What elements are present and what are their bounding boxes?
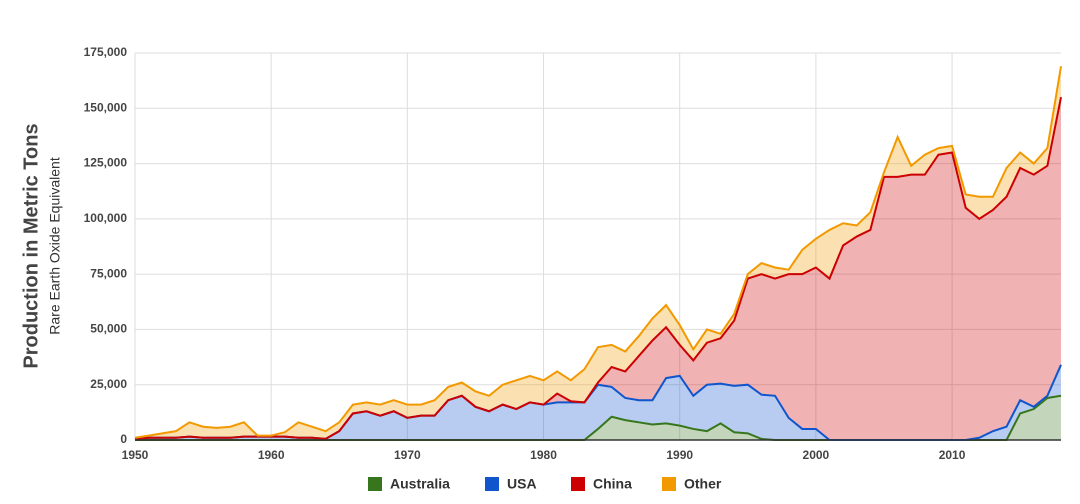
x-tick-label: 1960 — [258, 448, 285, 462]
x-tick-label: 1970 — [394, 448, 421, 462]
y-tick-label: 0 — [120, 432, 127, 446]
x-tick-label: 1950 — [122, 448, 149, 462]
area-fill — [135, 97, 1061, 440]
legend-label: USA — [507, 476, 537, 492]
legend-swatch — [368, 477, 382, 491]
legend-swatch — [485, 477, 499, 491]
y-tick-label: 50,000 — [90, 322, 127, 336]
area-fill — [135, 66, 1061, 439]
y-tick-label: 125,000 — [84, 156, 128, 170]
area-line — [134, 66, 1062, 439]
x-tick-label: 2010 — [939, 448, 966, 462]
x-tick-label: 2000 — [803, 448, 830, 462]
y-tick-label: 25,000 — [90, 377, 127, 391]
x-tick-label: 1980 — [530, 448, 557, 462]
legend-swatch — [571, 477, 585, 491]
y-tick-label: 100,000 — [84, 211, 128, 225]
x-tick-label: 1990 — [666, 448, 693, 462]
legend-label: Australia — [390, 476, 450, 492]
y-tick-label: 175,000 — [84, 45, 128, 59]
area-line — [134, 97, 1062, 440]
y-tick-label: 150,000 — [84, 100, 128, 114]
legend-swatch — [662, 477, 676, 491]
legend-label: Other — [684, 476, 722, 492]
area-fill — [135, 395, 1061, 440]
y-axis-label: Production in Metric Tons — [20, 123, 42, 368]
y-axis-sublabel: Rare Earth Oxide Equivalent — [47, 157, 63, 335]
area-fill — [135, 364, 1061, 440]
legend-label: China — [593, 476, 632, 492]
y-tick-label: 75,000 — [90, 266, 127, 280]
